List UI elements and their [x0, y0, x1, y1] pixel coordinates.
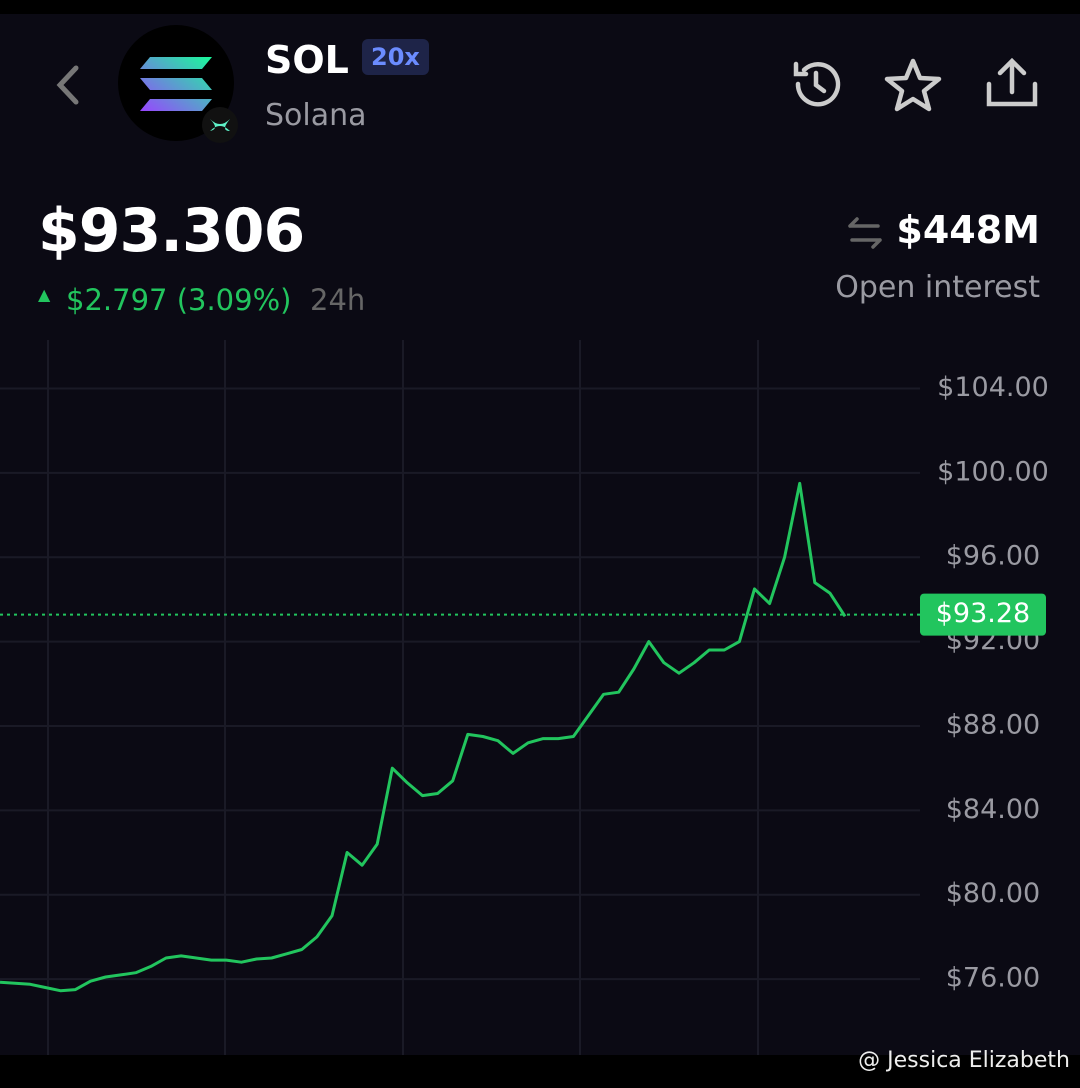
top-strip	[0, 0, 1080, 14]
open-interest-label: Open interest	[835, 270, 1040, 305]
y-tick-label: $96.00	[946, 541, 1040, 572]
current-price-label: $93.28	[936, 598, 1030, 629]
leverage-badge: 20x	[362, 39, 429, 75]
price-line	[0, 481, 847, 993]
change-period: 24h	[310, 283, 366, 317]
y-tick-label: $104.00	[937, 372, 1049, 403]
y-tick-label: $100.00	[937, 456, 1049, 487]
vertical-grid	[47, 340, 759, 1055]
back-button[interactable]	[50, 62, 86, 108]
watermark: @ Jessica Elizabeth	[858, 1048, 1070, 1073]
swap-icon	[848, 217, 882, 249]
sol-logo	[118, 25, 238, 143]
y-tick-label: $84.00	[946, 794, 1040, 825]
bottom-strip	[0, 1055, 1080, 1088]
price: $93.306	[38, 196, 305, 266]
open-interest-value: $448M	[896, 208, 1040, 252]
y-tick-label: $80.00	[946, 878, 1040, 909]
share-icon[interactable]	[983, 56, 1041, 112]
current-price-box	[920, 593, 1046, 636]
asset-name: Solana	[265, 98, 367, 133]
symbol: SOL	[265, 38, 349, 82]
favorite-icon[interactable]	[882, 56, 944, 114]
price-change: $2.797 (3.09%)	[66, 283, 292, 317]
y-tick-label: $88.00	[946, 709, 1040, 740]
history-icon[interactable]	[788, 56, 844, 112]
up-arrow: ▲	[38, 285, 51, 304]
y-tick-label: $76.00	[946, 963, 1040, 994]
